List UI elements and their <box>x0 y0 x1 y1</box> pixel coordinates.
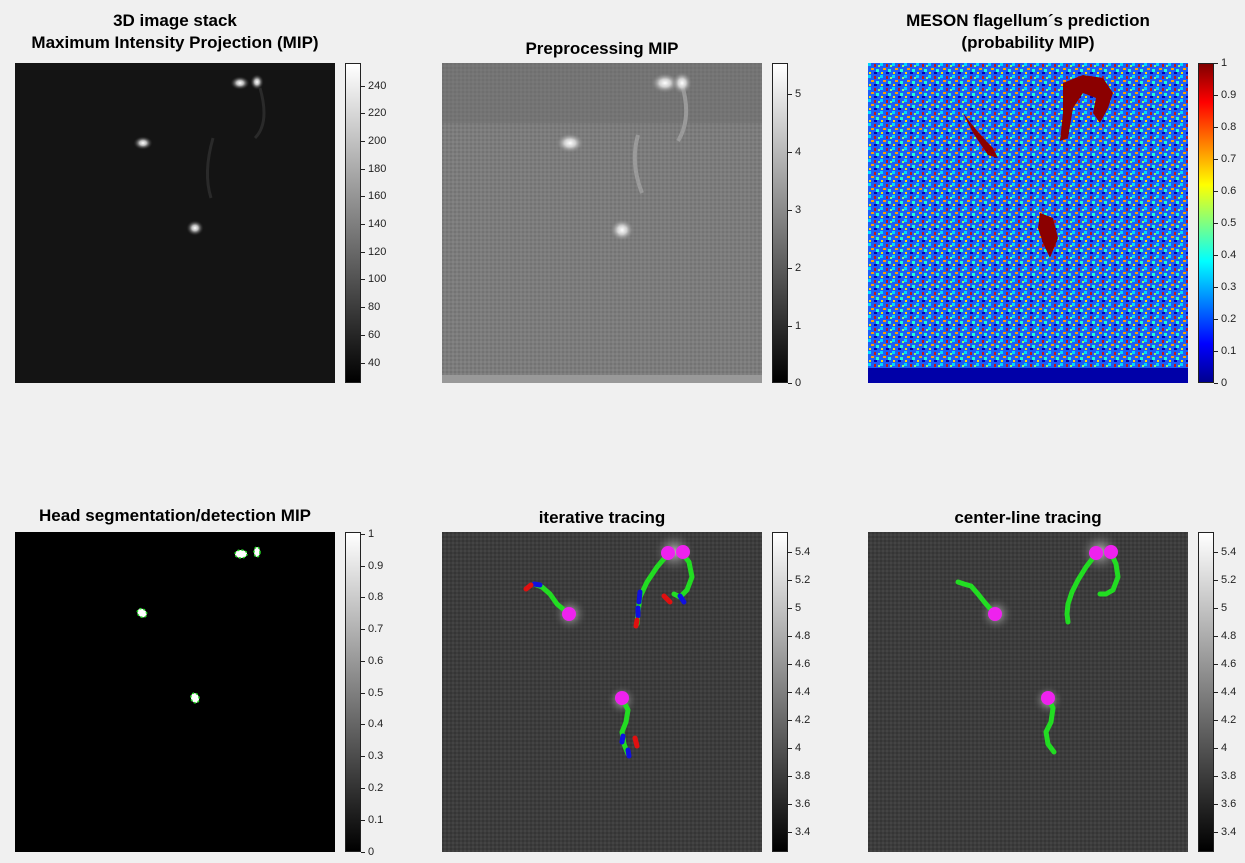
cb1-tick: 180 <box>360 163 387 175</box>
cb5-tick: 4.8 <box>787 630 811 642</box>
panel-5-title: iterative tracing <box>538 508 666 527</box>
colorbar-raw-mip <box>345 63 361 383</box>
cb1-tick: 160 <box>360 190 387 202</box>
cb1-tick: 140 <box>360 218 387 230</box>
cb6-tick: 4.6 <box>1213 658 1237 670</box>
cb1-tick: 120 <box>360 246 387 258</box>
cb6-tick: 3.8 <box>1213 770 1237 782</box>
panel-3-title-line2: (probability MIP) <box>961 33 1095 52</box>
cb6-tick: 4.4 <box>1213 686 1237 698</box>
cb3-tick: 0.2 <box>1213 313 1237 325</box>
cb4-tick: 0.6 <box>360 655 384 667</box>
cb2-tick: 3 <box>787 204 802 216</box>
cb4-tick: 0 <box>360 846 375 858</box>
colorbar-center-line-tracing <box>1198 532 1214 852</box>
cb5-tick: 3.8 <box>787 770 811 782</box>
cb3-tick: 0.1 <box>1213 345 1237 357</box>
cb4-tick: 1 <box>360 528 375 540</box>
cb6-tick: 5.2 <box>1213 574 1237 586</box>
head-segmentation-image <box>15 532 335 852</box>
cb6-tick: 3.6 <box>1213 798 1237 810</box>
cb3-tick: 0.3 <box>1213 281 1237 293</box>
cb6-tick: 4 <box>1213 742 1228 754</box>
cb6-tick: 5.4 <box>1213 546 1237 558</box>
cb5-tick: 5.2 <box>787 574 811 586</box>
cb1-tick: 80 <box>360 301 381 313</box>
cb3-tick: 0.4 <box>1213 249 1237 261</box>
cb1-tick: 200 <box>360 135 387 147</box>
cb2-tick: 5 <box>787 88 802 100</box>
cb5-tick: 5 <box>787 602 802 614</box>
cb5-tick: 3.6 <box>787 798 811 810</box>
cb4-tick: 0.5 <box>360 687 384 699</box>
cb4-tick: 0.2 <box>360 782 384 794</box>
cb1-tick: 100 <box>360 273 387 285</box>
cb6-tick: 3.4 <box>1213 826 1237 838</box>
cb4-tick: 0.1 <box>360 814 384 826</box>
cb2-tick: 4 <box>787 146 802 158</box>
panel-1-title-line2: Maximum Intensity Projection (MIP) <box>31 33 319 52</box>
cb4-tick: 0.4 <box>360 718 384 730</box>
cb3-tick: 0.5 <box>1213 217 1237 229</box>
cb1-tick: 220 <box>360 107 387 119</box>
cb1-tick: 240 <box>360 80 387 92</box>
cb5-tick: 4.2 <box>787 714 811 726</box>
cb6-tick: 5 <box>1213 602 1228 614</box>
cb4-tick: 0.3 <box>360 750 384 762</box>
cb5-tick: 4.4 <box>787 686 811 698</box>
panel-2-title: Preprocessing MIP <box>525 39 679 58</box>
cb5-tick: 4.6 <box>787 658 811 670</box>
cb3-tick: 0 <box>1213 377 1228 389</box>
cb1-tick: 40 <box>360 357 381 369</box>
cb1-tick: 60 <box>360 329 381 341</box>
cb2-tick: 1 <box>787 320 802 332</box>
cb3-tick: 0.9 <box>1213 89 1237 101</box>
cb5-tick: 3.4 <box>787 826 811 838</box>
cb3-tick: 0.7 <box>1213 153 1237 165</box>
cb6-tick: 4.2 <box>1213 714 1237 726</box>
raw-mip-image <box>15 63 335 383</box>
colorbar-iterative-tracing <box>772 532 788 852</box>
panel-6-title: center-line tracing <box>954 508 1102 527</box>
preprocessing-mip-image <box>442 63 762 383</box>
center-line-tracing-image <box>868 532 1188 852</box>
cb4-tick: 0.7 <box>360 623 384 635</box>
cb4-tick: 0.9 <box>360 560 384 572</box>
colorbar-probability <box>1198 63 1214 383</box>
cb6-tick: 4.8 <box>1213 630 1237 642</box>
cb2-tick: 2 <box>787 262 802 274</box>
cb5-tick: 4 <box>787 742 802 754</box>
panel-1-title: 3D image stack Maximum Intensity Project… <box>15 10 335 54</box>
cb4-tick: 0.8 <box>360 591 384 603</box>
iterative-tracing-image <box>442 532 762 852</box>
panel-1-title-line1: 3D image stack <box>113 11 237 30</box>
cb3-tick: 0.8 <box>1213 121 1237 133</box>
colorbar-preprocessing <box>772 63 788 383</box>
probability-mip-image <box>868 63 1188 383</box>
panel-4-title: Head segmentation/detection MIP <box>38 506 312 525</box>
panel-3-title-line1: MESON flagellum´s prediction <box>906 11 1150 30</box>
cb3-tick: 1 <box>1213 57 1228 69</box>
cb3-tick: 0.6 <box>1213 185 1237 197</box>
cb5-tick: 5.4 <box>787 546 811 558</box>
cb2-tick: 0 <box>787 377 802 389</box>
colorbar-head-segmentation <box>345 532 361 852</box>
panel-3-title: MESON flagellum´s prediction (probabilit… <box>868 10 1188 54</box>
